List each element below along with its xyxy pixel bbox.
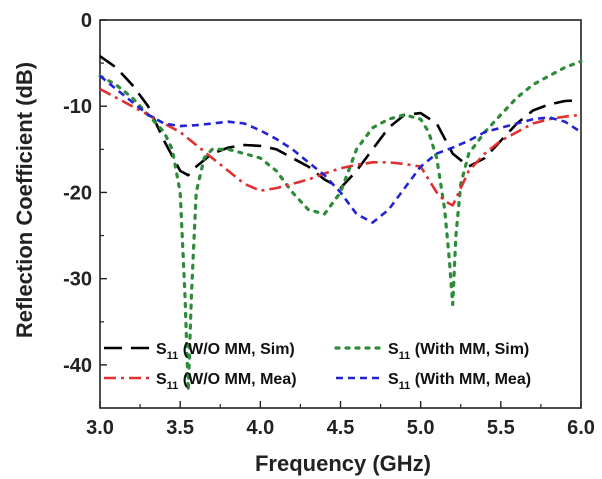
x-tick-label: 3.5	[166, 417, 194, 439]
legend-label-2: S11 (With MM, Sim)	[388, 341, 529, 362]
x-tick-label: 6.0	[567, 417, 595, 439]
y-tick-label: -30	[63, 269, 92, 291]
y-tick-label: -10	[63, 96, 92, 118]
x-axis-ticks: 3.0 3.5 4.0 4.5 5.0 5.5 6.0	[86, 401, 595, 439]
x-tick-label: 5.5	[487, 417, 515, 439]
series-line-1	[99, 55, 582, 190]
series-line-2	[98, 59, 583, 393]
y-tick-label: -20	[63, 182, 92, 204]
x-tick-label: 4.0	[246, 417, 274, 439]
series-layer	[98, 55, 583, 393]
y-axis-label: Reflection Coefficient (dB)	[12, 62, 37, 338]
y-tick-label: -40	[63, 355, 92, 377]
x-axis-label: Frequency (GHz)	[255, 451, 431, 476]
x-tick-label: 3.0	[86, 417, 114, 439]
y-axis-ticks: 0 -10 -20 -30 -40	[63, 10, 107, 377]
series-line-3	[99, 87, 582, 207]
series-line-4	[99, 74, 582, 224]
legend-label-3: S11 (W/O MM, Mea)	[156, 371, 297, 392]
legend-label-1: S11 (W/O MM, Sim)	[156, 341, 295, 362]
y-tick-label: 0	[81, 10, 92, 32]
x-tick-label: 5.0	[407, 417, 435, 439]
x-tick-label: 4.5	[327, 417, 355, 439]
legend: S11 (W/O MM, Sim) S11 (With MM, Sim) S11 (…	[104, 341, 531, 392]
legend-label-4: S11 (With MM, Mea)	[388, 371, 531, 392]
